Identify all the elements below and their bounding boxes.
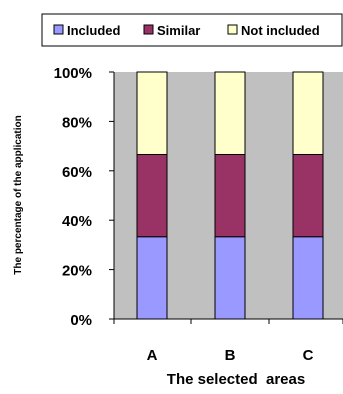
legend-box — [41, 13, 343, 47]
y-axis-ticks: 0% 20% 40% 60% 80% 100% — [54, 65, 114, 329]
legend-label: Similar — [157, 23, 200, 38]
x-axis-title: The selected areas — [167, 371, 305, 388]
y-tick-label: 0% — [70, 312, 92, 329]
legend: Included Similar Not included — [41, 13, 343, 47]
bar-segment-not-included — [136, 71, 168, 155]
legend-label: Included — [67, 23, 121, 38]
y-tick-label: 80% — [62, 114, 92, 131]
bar-segment-included — [214, 236, 246, 320]
bar-segment-not-included — [292, 71, 324, 155]
y-tick-label: 40% — [62, 213, 92, 230]
y-tick-label: 100% — [54, 65, 92, 82]
y-axis-title: The percentage of the application — [13, 115, 24, 274]
bar-segment-included — [292, 236, 324, 320]
x-tick-label: B — [225, 347, 236, 364]
legend-swatch — [227, 24, 238, 35]
legend-items: Included Similar Not included — [53, 23, 320, 38]
bars — [136, 71, 324, 320]
y-tick-label: 60% — [62, 164, 92, 181]
bar-segment-similar — [292, 153, 324, 238]
bar-segment-similar — [136, 153, 168, 238]
y-tick-label: 20% — [62, 263, 92, 280]
x-axis-ticks: A B C — [113, 319, 343, 364]
legend-swatch — [53, 24, 64, 35]
legend-swatch — [143, 24, 154, 35]
bar-segment-not-included — [214, 71, 246, 155]
x-tick-label: C — [303, 347, 314, 364]
legend-label: Not included — [241, 23, 320, 38]
bar-segment-included — [136, 236, 168, 320]
bar-segment-similar — [214, 153, 246, 238]
x-tick-label: A — [147, 347, 158, 364]
